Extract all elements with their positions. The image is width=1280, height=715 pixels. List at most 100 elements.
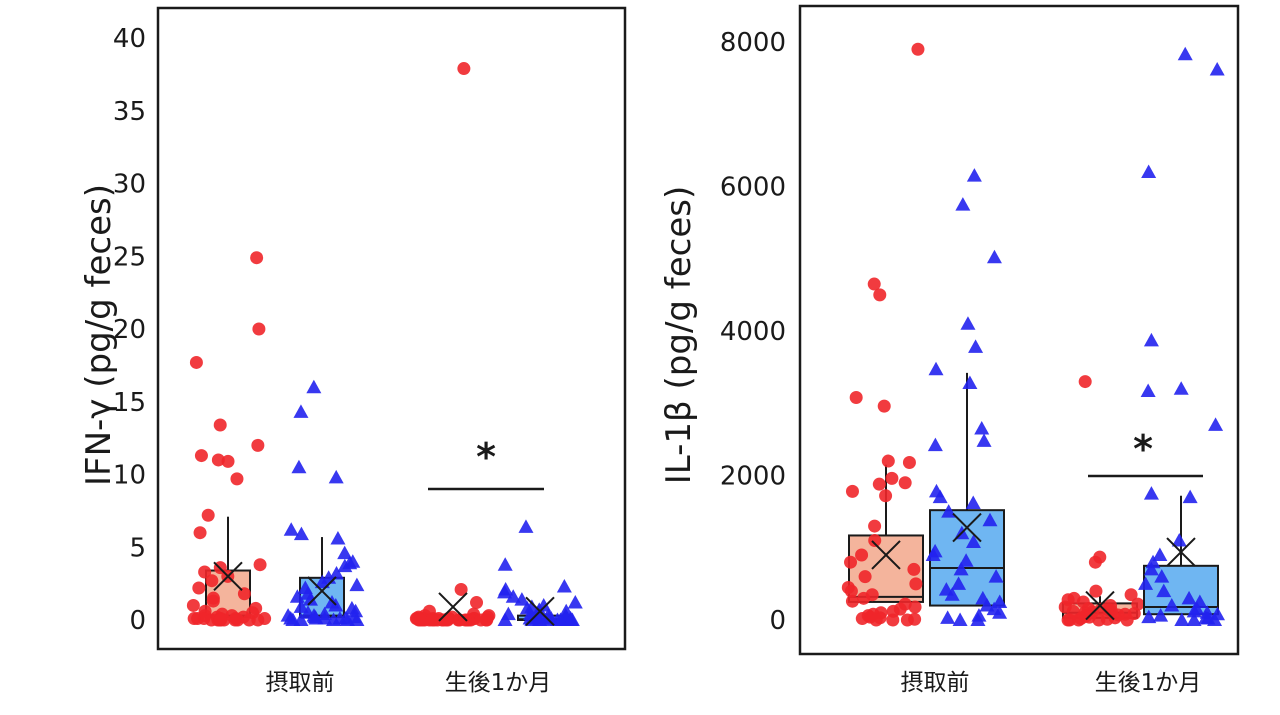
mean-marker: [525, 596, 555, 626]
data-point: [189, 355, 203, 369]
data-point: [1089, 584, 1103, 598]
x-category-one-month: 生後1か月: [1095, 670, 1202, 696]
data-point: [932, 489, 948, 504]
data-point: [1143, 561, 1159, 576]
data-point: [553, 612, 569, 626]
data-point: [349, 577, 365, 592]
data-point: [252, 322, 266, 336]
data-point: [1124, 588, 1138, 602]
data-point: [845, 484, 859, 498]
data-point: [982, 512, 998, 527]
data-point: [869, 613, 883, 627]
data-point: [944, 587, 960, 601]
data-point: [928, 361, 944, 376]
data-point: [293, 599, 309, 613]
data-point: [250, 251, 264, 265]
data-point: [1152, 547, 1168, 561]
significance-star: *: [1133, 427, 1153, 471]
data-point: [1208, 417, 1224, 431]
data-point: [563, 612, 579, 626]
data-point: [955, 197, 971, 211]
data-point: [1207, 612, 1223, 626]
data-point: [845, 594, 859, 608]
data-point: [186, 598, 200, 612]
data-point: [844, 584, 858, 598]
data-point: [966, 168, 982, 182]
data-point: [302, 592, 318, 606]
data-point: [251, 438, 265, 452]
y-tick-label: 10: [113, 461, 146, 491]
data-point: [306, 379, 322, 394]
ifn-gamma-marks: [186, 62, 583, 627]
data-point: [927, 437, 943, 452]
mean-marker: [1085, 590, 1115, 621]
data-point: [329, 565, 345, 580]
data-point: [1182, 489, 1198, 504]
data-point: [285, 612, 301, 626]
data-point: [872, 477, 886, 491]
data-point: [253, 558, 267, 572]
y-tick-label: 0: [769, 606, 786, 636]
y-axis-label: IL-1β (pg/g feces): [659, 186, 699, 485]
data-point: [849, 390, 863, 404]
data-point: [349, 612, 365, 626]
significance-star: *: [476, 435, 496, 479]
data-point: [992, 594, 1008, 608]
data-point: [965, 495, 981, 509]
data-point: [339, 612, 355, 626]
data-point: [213, 418, 227, 432]
data-point: [1186, 612, 1202, 626]
data-point: [337, 545, 353, 560]
data-point: [940, 610, 956, 624]
data-point: [314, 574, 330, 589]
data-point: [900, 613, 914, 627]
data-point: [974, 421, 990, 435]
x-category-before-intake: 摂取前: [266, 670, 335, 696]
data-point: [201, 508, 215, 522]
data-point: [1120, 613, 1134, 627]
data-point: [308, 611, 324, 625]
data-point: [925, 547, 941, 561]
data-point: [1078, 375, 1092, 389]
data-point: [242, 613, 256, 627]
data-point: [1156, 583, 1172, 598]
data-point: [1143, 332, 1159, 347]
data-point: [205, 574, 219, 588]
data-point: [858, 570, 872, 584]
data-point: [879, 489, 893, 503]
data-point: [556, 579, 572, 593]
y-tick-label: 15: [113, 388, 146, 418]
mean-marker: [438, 592, 468, 622]
data-point: [192, 581, 206, 595]
il-1-beta-marks: [841, 42, 1226, 627]
mean-marker: [952, 512, 982, 543]
data-point: [330, 531, 346, 545]
data-point: [505, 589, 521, 603]
data-point: [425, 613, 439, 627]
data-point: [1209, 61, 1225, 76]
y-axis-label: IFN-γ (pg/g feces): [79, 184, 119, 486]
data-point: [986, 249, 1002, 264]
data-point: [911, 42, 925, 56]
data-point: [867, 277, 881, 291]
y-tick-label: 2000: [720, 462, 786, 492]
data-point: [328, 469, 344, 484]
data-point: [1141, 609, 1157, 624]
y-tick-label: 4000: [720, 317, 786, 347]
y-tick-label: 8000: [720, 28, 786, 58]
data-point: [1138, 576, 1154, 590]
data-point: [976, 433, 992, 447]
data-point: [567, 595, 583, 609]
data-point: [474, 613, 488, 627]
data-point: [514, 592, 530, 606]
data-point: [1153, 608, 1169, 622]
data-point: [1143, 486, 1159, 500]
data-point: [293, 404, 309, 418]
data-point: [902, 455, 916, 469]
data-point: [1088, 555, 1102, 569]
data-point: [873, 288, 887, 302]
plot-frame: [798, 4, 1240, 656]
y-tick-label: 6000: [720, 173, 786, 203]
data-point: [414, 613, 428, 627]
